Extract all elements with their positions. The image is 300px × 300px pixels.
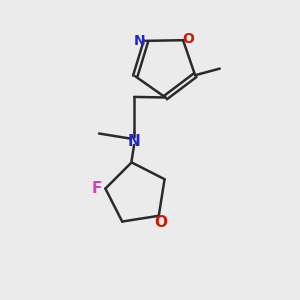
Text: N: N <box>134 34 145 48</box>
Text: O: O <box>154 215 167 230</box>
Text: F: F <box>92 181 102 196</box>
Text: O: O <box>182 32 194 46</box>
Text: N: N <box>128 134 140 148</box>
